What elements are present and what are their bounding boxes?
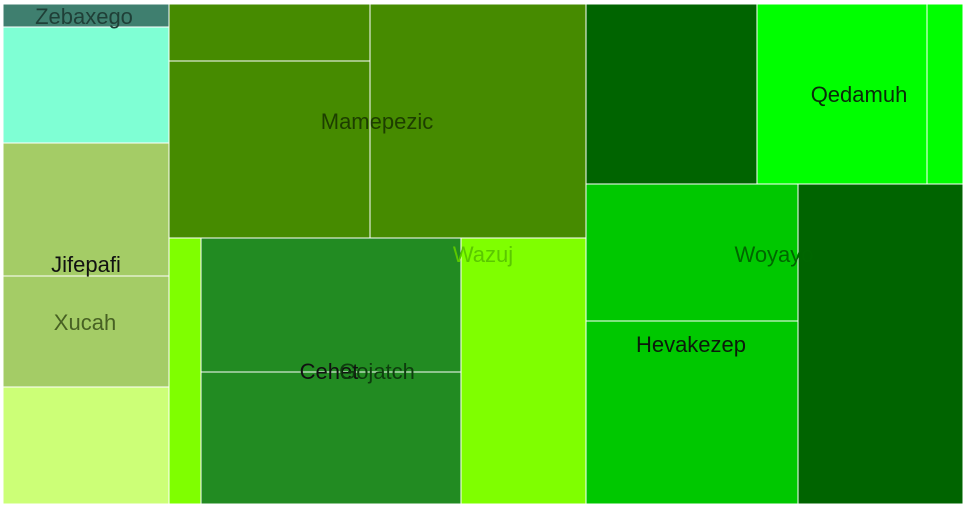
- tile-left-lightlime: [2, 386, 170, 505]
- tile-darkgreen-right: [797, 183, 964, 505]
- tile-wazuj-strip: [168, 237, 202, 505]
- tile-gojatch: [200, 237, 462, 373]
- tile-hevakezep: [585, 320, 799, 505]
- tile-olive-1: [168, 3, 371, 62]
- treemap-labels: Zebaxego Jifepafi Xucah Mamepezic Wazuj Cehet…: [35, 4, 907, 384]
- tile-xucah: [2, 275, 170, 388]
- tile-jifepafi: [2, 142, 170, 277]
- tile-qedamuh-strip: [926, 3, 964, 185]
- tile-wazuj-main: [460, 237, 587, 505]
- tile-left-aqua: [2, 26, 170, 144]
- tile-woyayo: [585, 183, 799, 322]
- tile-label-woyayo: Woyayo: [734, 242, 813, 267]
- tile-qedamuh: [756, 3, 928, 185]
- tile-olive-2: [168, 60, 371, 239]
- tile-label-mamepezic: Mamepezic: [321, 109, 433, 134]
- tile-label-jifepafi: Jifepafi: [51, 252, 121, 277]
- tile-label-xucah: Xucah: [54, 310, 116, 335]
- tile-cehet: [200, 371, 462, 505]
- tile-label-hevakezep: Hevakezep: [636, 332, 746, 357]
- tile-label-qedamuh: Qedamuh: [811, 82, 908, 107]
- tile-olive-3: [369, 3, 587, 239]
- treemap-tiles: [2, 3, 964, 505]
- tile-label-zebaxego: Zebaxego: [35, 4, 133, 29]
- tile-label-gojatch: Gojatch: [339, 359, 415, 384]
- tile-label-cehet: Cehet: [300, 359, 359, 384]
- tile-label-wazuj: Wazuj: [453, 242, 513, 267]
- tile-darkgreen-top: [585, 3, 758, 185]
